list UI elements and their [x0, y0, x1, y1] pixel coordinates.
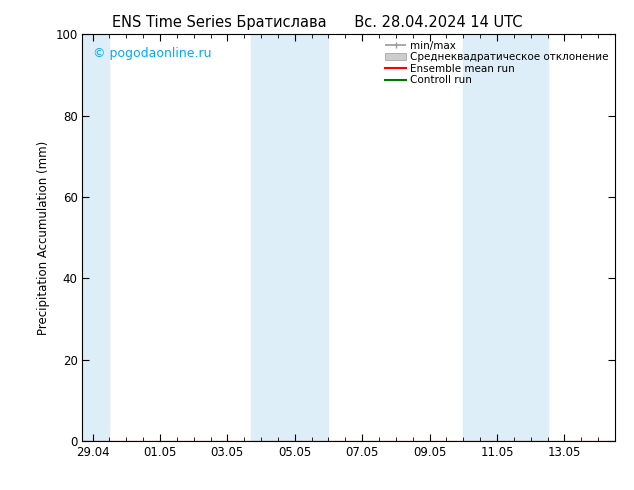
Bar	[463, 34, 548, 441]
Bar	[251, 34, 328, 441]
Legend: min/max, Среднеквадратическое отклонение, Ensemble mean run, Controll run: min/max, Среднеквадратическое отклонение…	[382, 37, 612, 88]
Text: ENS Time Series Братислава      Вс. 28.04.2024 14 UTC: ENS Time Series Братислава Вс. 28.04.202…	[112, 15, 522, 30]
Bar	[82, 34, 110, 441]
Y-axis label: Precipitation Accumulation (mm): Precipitation Accumulation (mm)	[37, 141, 49, 335]
Text: © pogodaonline.ru: © pogodaonline.ru	[93, 47, 212, 59]
